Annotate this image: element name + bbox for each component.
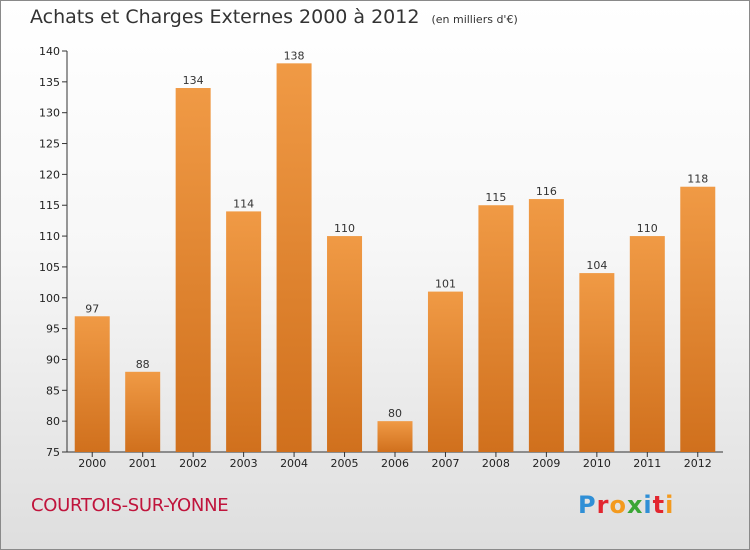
y-tick-label: 110 xyxy=(39,230,60,243)
bar-value-label: 115 xyxy=(485,191,506,204)
data-labels: 97 88 134 114 138 110 80 101 115 116 104 110 118 xyxy=(85,49,708,420)
bar-value-label: 134 xyxy=(183,74,204,87)
x-tick-label: 2011 xyxy=(633,457,661,470)
bar xyxy=(74,316,110,452)
x-tick-label: 2010 xyxy=(583,457,611,470)
y-tick-label: 80 xyxy=(46,415,60,428)
x-tick-label: 2009 xyxy=(532,457,560,470)
y-tick-label: 115 xyxy=(39,199,60,212)
x-tick-label: 2002 xyxy=(179,457,207,470)
logo-letter: x xyxy=(626,491,644,519)
x-tick-label: 2004 xyxy=(280,457,308,470)
chart-subtitle: (en milliers d'€) xyxy=(431,13,518,26)
y-tick-label: 125 xyxy=(39,138,60,151)
bar xyxy=(175,88,211,452)
bar xyxy=(276,63,312,452)
chart-title-text: Achats et Charges Externes 2000 à 2012 xyxy=(30,6,420,28)
bar-value-label: 116 xyxy=(536,185,557,198)
y-tick-label: 85 xyxy=(46,384,60,397)
bar xyxy=(427,291,463,452)
logo-letter: P xyxy=(578,491,597,519)
bar-value-label: 110 xyxy=(637,222,658,235)
bar-value-label: 88 xyxy=(136,358,150,371)
x-tick-label: 2003 xyxy=(230,457,258,470)
bar-value-label: 104 xyxy=(586,259,607,272)
bar xyxy=(226,211,262,452)
y-tick-label: 135 xyxy=(39,76,60,89)
bar xyxy=(478,205,514,452)
bar-value-label: 110 xyxy=(334,222,355,235)
bar-value-label: 138 xyxy=(284,49,305,62)
logo-letter: i xyxy=(665,491,675,519)
y-tick-label: 120 xyxy=(39,168,60,181)
y-tick-label: 140 xyxy=(39,45,60,58)
bar xyxy=(327,236,363,452)
y-tick-label: 75 xyxy=(46,446,60,459)
logo-letter: t xyxy=(652,491,666,519)
y-tick-label: 130 xyxy=(39,107,60,120)
bar-value-label: 97 xyxy=(85,302,99,315)
proxiti-logo: Proxiti xyxy=(578,491,674,519)
bar-value-label: 118 xyxy=(687,173,708,186)
bar xyxy=(377,421,413,452)
logo-letter: o xyxy=(609,491,627,519)
bar-value-label: 114 xyxy=(233,197,254,210)
bar xyxy=(629,236,665,452)
chart-title: Achats et Charges Externes 2000 à 2012 (e… xyxy=(30,6,518,28)
x-tick-label: 2005 xyxy=(331,457,359,470)
bar xyxy=(680,186,716,452)
logo-letter: i xyxy=(643,491,653,519)
y-tick-label: 105 xyxy=(39,261,60,274)
bar xyxy=(579,273,615,452)
bar xyxy=(528,199,564,452)
bar-value-label: 101 xyxy=(435,278,456,291)
y-tick-label: 90 xyxy=(46,353,60,366)
y-tick-label: 95 xyxy=(46,323,60,336)
x-tick-label: 2008 xyxy=(482,457,510,470)
y-tick-label: 100 xyxy=(39,292,60,305)
x-tick-label: 2012 xyxy=(684,457,712,470)
x-tick-label: 2001 xyxy=(129,457,157,470)
x-tick-label: 2006 xyxy=(381,457,409,470)
x-tick-label: 2000 xyxy=(78,457,106,470)
bars xyxy=(74,63,716,452)
x-tick-label: 2007 xyxy=(431,457,459,470)
logo-letter: r xyxy=(596,491,610,519)
bar-value-label: 80 xyxy=(388,407,402,420)
bar xyxy=(125,371,161,452)
commune-name: COURTOIS-SUR-YONNE xyxy=(31,495,229,516)
